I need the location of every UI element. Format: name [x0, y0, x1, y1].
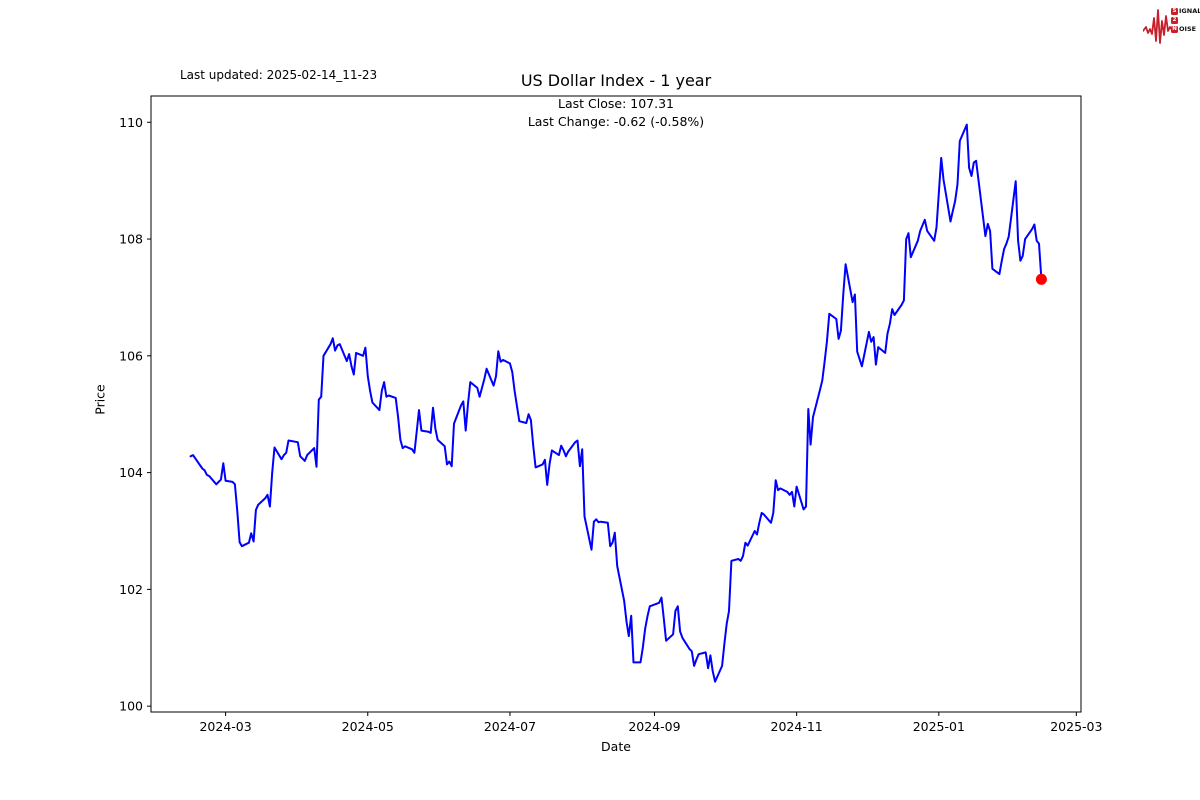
logo-row-noise: N OISE	[1171, 25, 1200, 34]
logo-letterbox-2: 2	[1171, 17, 1178, 24]
x-axis-label: Date	[601, 739, 631, 754]
date-axis-tick-label: 2024-11	[771, 719, 823, 734]
logo-wordmark: S IGNAL 2 N OISE	[1171, 7, 1200, 34]
signal-2-noise-logo: S IGNAL 2 N OISE	[1143, 4, 1200, 46]
y-axis-label: Price	[92, 384, 108, 415]
date-axis-tick-label: 2024-05	[342, 719, 394, 734]
logo-rest-oise: OISE	[1179, 25, 1197, 33]
logo-letterbox-s: S	[1171, 8, 1178, 15]
chart-title: US Dollar Index - 1 year	[520, 71, 712, 90]
plot-border	[150, 95, 1082, 713]
price-axis-tick-label: 106	[119, 348, 143, 363]
logo-row-2: 2	[1171, 16, 1200, 25]
last-change-annotation: Last Change: -0.62 (-0.58%)	[527, 114, 705, 129]
ecg-waveform-icon	[1143, 9, 1173, 44]
logo-letterbox-n: N	[1171, 26, 1178, 33]
date-axis-tick-label: 2024-09	[628, 719, 680, 734]
logo-rest-ignal: IGNAL	[1179, 7, 1200, 15]
price-axis-tick-label: 100	[119, 699, 143, 714]
price-axis-tick-label: 110	[119, 115, 143, 130]
logo-row-signal: S IGNAL	[1171, 7, 1200, 16]
last-price-marker	[1035, 273, 1047, 285]
price-axis-tick-label: 104	[119, 465, 143, 480]
date-axis-tick-label: 2025-03	[1050, 719, 1102, 734]
last-close-annotation: Last Close: 107.31	[558, 96, 674, 111]
date-axis-tick-label: 2024-07	[484, 719, 536, 734]
date-axis-tick-label: 2024-03	[199, 719, 251, 734]
price-axis-tick-label: 108	[119, 232, 143, 247]
price-line	[189, 123, 1043, 683]
last-updated-text: Last updated: 2025-02-14_11-23	[180, 68, 378, 82]
date-axis-tick-label: 2025-01	[913, 719, 965, 734]
price-axis-tick-label: 102	[119, 582, 143, 597]
